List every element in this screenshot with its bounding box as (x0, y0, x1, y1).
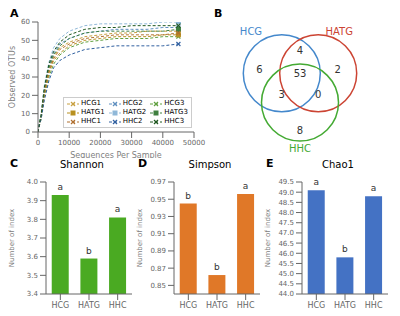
svg-text:3.5: 3.5 (27, 272, 38, 280)
svg-text:HCG: HCG (307, 301, 325, 308)
svg-text:49.5: 49.5 (278, 178, 294, 186)
svg-text:44.5: 44.5 (278, 280, 294, 288)
svg-text:49.0: 49.0 (278, 189, 294, 197)
svg-text:HCG: HCG (240, 26, 262, 37)
svg-text:Number of index: Number of index (264, 209, 272, 267)
svg-text:HHC: HHC (365, 301, 383, 308)
svg-text:a: a (57, 182, 63, 192)
svg-text:53: 53 (294, 68, 307, 79)
svg-text:47.0: 47.0 (278, 229, 294, 237)
svg-text:a: a (371, 183, 377, 193)
svg-text:45.0: 45.0 (278, 270, 294, 278)
svg-text:0.91: 0.91 (150, 230, 166, 238)
svg-text:20: 20 (21, 92, 30, 100)
svg-text:HATG: HATG (325, 26, 352, 37)
html-text:C: C (10, 157, 19, 170)
svg-text:0.89: 0.89 (150, 247, 166, 255)
svg-text:a: a (313, 177, 319, 187)
svg-text:46.0: 46.0 (278, 250, 294, 258)
svg-text:Observed OTUs: Observed OTUs (8, 46, 17, 108)
svg-text:4.0: 4.0 (27, 178, 38, 186)
svg-text:HCG: HCG (179, 301, 197, 308)
html-text:A: A (10, 7, 19, 20)
html-text:HCG2: HCG2 (122, 99, 143, 107)
svg-text:0.97: 0.97 (150, 178, 166, 186)
svg-text:0.85: 0.85 (150, 282, 166, 290)
svg-text:8: 8 (297, 125, 303, 136)
svg-text:40: 40 (21, 55, 30, 63)
svg-text:HATG: HATG (78, 301, 100, 308)
svg-text:6: 6 (256, 64, 262, 75)
svg-text:30000: 30000 (120, 139, 142, 147)
html-text:E: E (266, 157, 274, 170)
svg-text:HHC: HHC (109, 301, 127, 308)
svg-text:44.0: 44.0 (278, 290, 294, 298)
svg-text:3: 3 (279, 89, 285, 100)
svg-text:60: 60 (21, 18, 30, 26)
svg-text:47.5: 47.5 (278, 219, 294, 227)
svg-text:45.5: 45.5 (278, 260, 294, 268)
svg-text:b: b (214, 262, 220, 272)
html-text:Shannon: Shannon (60, 159, 104, 170)
svg-text:46.5: 46.5 (278, 240, 294, 248)
svg-text:b: b (342, 244, 348, 254)
svg-text:Number of index: Number of index (136, 209, 144, 267)
svg-text:10000: 10000 (58, 139, 80, 147)
html-text:HCG3: HCG3 (164, 99, 185, 107)
svg-text:HCG: HCG (51, 301, 69, 308)
svg-text:3.9: 3.9 (27, 197, 38, 205)
svg-text:0.87: 0.87 (150, 265, 166, 273)
html-text:HATG3: HATG3 (164, 108, 188, 116)
html-text:D: D (138, 157, 148, 170)
svg-text:20000: 20000 (89, 139, 111, 147)
svg-text:30: 30 (21, 73, 30, 81)
svg-text:48.5: 48.5 (278, 199, 294, 207)
svg-text:0: 0 (26, 128, 30, 136)
svg-text:Number of index: Number of index (8, 209, 16, 267)
svg-text:b: b (185, 191, 191, 201)
svg-text:50: 50 (21, 37, 30, 45)
svg-text:HATG: HATG (334, 301, 356, 308)
html-text:HATG2: HATG2 (122, 108, 147, 116)
svg-text:50000: 50000 (183, 139, 205, 147)
html-text:HCG1: HCG1 (81, 99, 101, 107)
svg-text:HATG: HATG (206, 301, 228, 308)
svg-text:3.7: 3.7 (27, 234, 38, 242)
html-text:B: B (214, 7, 223, 20)
svg-text:HHC: HHC (237, 301, 255, 308)
html-text:Simpson: Simpson (188, 159, 232, 170)
html-text:Chao1: Chao1 (322, 159, 354, 170)
html-text:HATG1: HATG1 (81, 108, 105, 116)
svg-text:a: a (115, 204, 121, 214)
svg-text:0: 0 (315, 89, 321, 100)
svg-text:0.95: 0.95 (150, 196, 166, 204)
svg-text:40000: 40000 (152, 139, 174, 147)
html-text:HHC1: HHC1 (81, 117, 101, 125)
svg-text:a: a (243, 181, 249, 191)
html-text:HHC3: HHC3 (164, 117, 185, 125)
svg-text:HHC: HHC (289, 143, 311, 154)
svg-text:3.8: 3.8 (27, 216, 38, 224)
svg-text:b: b (86, 246, 92, 256)
svg-text:4: 4 (297, 45, 303, 56)
svg-text:10: 10 (21, 110, 30, 118)
svg-text:0: 0 (36, 139, 40, 147)
svg-text:2: 2 (335, 64, 341, 75)
svg-text:3.4: 3.4 (27, 290, 39, 298)
svg-text:Sequences Per Sample: Sequences Per Sample (70, 151, 162, 158)
svg-text:3.6: 3.6 (27, 253, 39, 261)
svg-text:0.93: 0.93 (150, 213, 166, 221)
svg-text:48.0: 48.0 (278, 209, 294, 217)
html-text:HHC2: HHC2 (122, 117, 143, 125)
